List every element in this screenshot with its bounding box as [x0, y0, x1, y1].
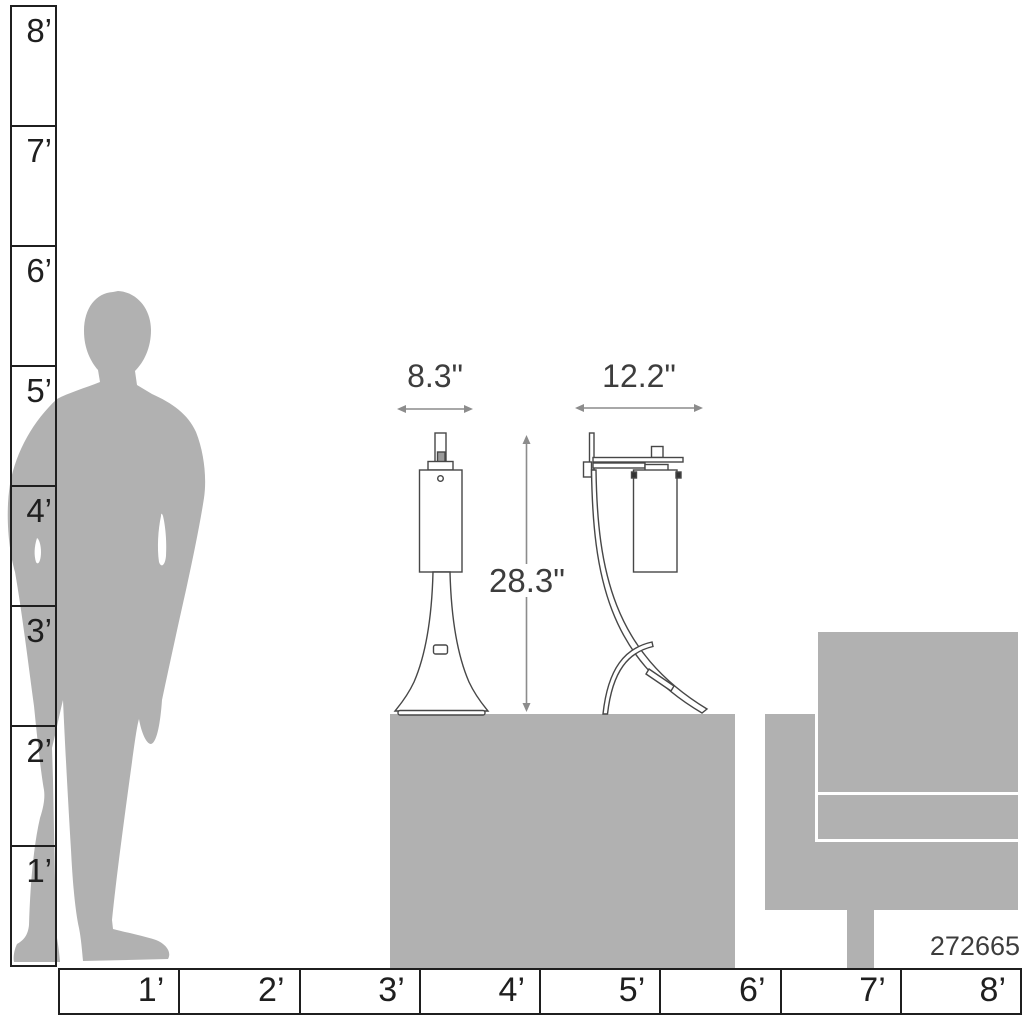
horizontal-ruler-cell: 1’: [60, 970, 181, 1013]
horizontal-ruler-cell: 4’: [421, 970, 541, 1013]
horizontal-ruler-cell: 2’: [180, 970, 301, 1013]
armchair-seat-cushion: [818, 795, 1018, 839]
side-table-silhouette: [390, 714, 735, 968]
table-lamp-front-view: [393, 432, 490, 716]
product-number: 272665: [929, 931, 1020, 961]
armchair-base: [765, 842, 1018, 910]
vertical-ruler-cell: 5’: [12, 367, 55, 487]
horizontal-ruler-cell: 8’: [979, 971, 1006, 1009]
width-arrow: [397, 405, 473, 413]
lamp-shade-hole: [437, 475, 445, 483]
horizontal-ruler-cell: 3’: [301, 970, 421, 1013]
lamp-knob: [650, 445, 664, 459]
lamp-arm-top: [592, 456, 684, 463]
table-lamp-side-view: [582, 432, 709, 715]
vertical-ruler-cell: 4’: [12, 487, 55, 607]
lamp-stem-sleeve: [645, 668, 675, 692]
height-dimension-label: 28.3": [484, 564, 570, 597]
lamp-switch: [432, 644, 449, 655]
vertical-ruler-cell: 3’: [12, 607, 55, 727]
vertical-ruler-cell: 2’: [12, 727, 55, 847]
vertical-ruler-cell: 1’: [26, 852, 52, 889]
standing-man-silhouette: [7, 291, 206, 962]
depth-arrow: [575, 404, 703, 412]
left-hand-gap: [34, 538, 41, 564]
lamp-shade-clip-right: [675, 471, 682, 479]
vertical-ruler-cell: 6’: [12, 247, 55, 367]
horizontal-ruler-cell: 5’: [541, 970, 662, 1013]
lamp-shade-clip-left: [630, 471, 638, 479]
lamp-curved-stem: [590, 469, 709, 714]
vertical-scale-ruler: 8’ 7’ 6’ 5’ 4’ 3’ 2’ 1’: [10, 5, 57, 967]
lamp-cap: [427, 460, 454, 471]
depth-dimension-label: 12.2": [602, 358, 676, 394]
vertical-ruler-cell: 7’: [12, 127, 55, 247]
lamp-trumpet-base: [393, 571, 490, 712]
right-hand-gap: [157, 513, 167, 566]
lamp-foot-arc: [602, 641, 654, 715]
armchair-back-cushion: [818, 632, 1018, 792]
horizontal-scale-ruler: 1’ 2’ 3’ 4’ 5’ 6’ 7’ 8’: [58, 968, 1022, 1015]
lamp-socket: [436, 451, 446, 463]
armchair-leg: [847, 910, 874, 968]
lamp-shade-front: [418, 469, 463, 573]
lamp-shade-side: [632, 469, 678, 573]
lamp-arm-mid: [592, 462, 646, 469]
horizontal-ruler-cell: 7’: [782, 970, 902, 1013]
horizontal-ruler-cell: 6’: [661, 970, 782, 1013]
lamp-post-bracket: [582, 461, 593, 478]
width-dimension-label: 8.3": [407, 358, 463, 394]
armchair-armrest: [765, 714, 815, 842]
lamp-base-plate: [397, 709, 486, 716]
vertical-ruler-cell: 8’: [12, 7, 55, 127]
